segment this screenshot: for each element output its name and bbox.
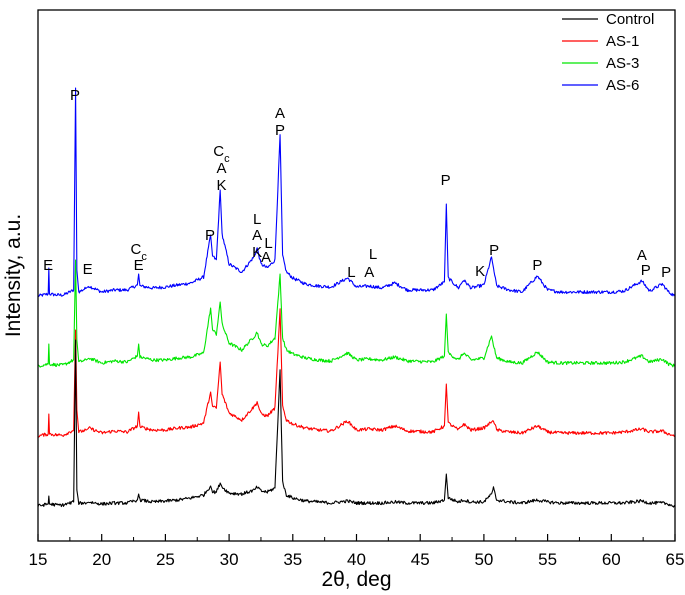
peak-label: E <box>43 257 53 274</box>
x-tick-label: 15 <box>29 550 48 569</box>
x-tick-label: 45 <box>411 550 430 569</box>
peak-label: P <box>275 122 285 139</box>
peak-label: E <box>134 257 144 274</box>
peak-label: K <box>475 263 485 280</box>
peak-label: K <box>252 244 262 261</box>
series-line-as-1 <box>37 308 676 438</box>
x-tick-label: 60 <box>602 550 621 569</box>
peak-label: P <box>441 172 451 189</box>
x-tick-label: 55 <box>538 550 557 569</box>
legend-label: AS-3 <box>606 55 639 72</box>
x-tick-label: 65 <box>666 550 685 569</box>
x-tick-label: 20 <box>92 550 111 569</box>
peak-label: A <box>364 264 374 281</box>
peak-label: A <box>261 249 271 266</box>
peak-label: P <box>641 262 651 279</box>
peak-label: L <box>347 264 355 281</box>
peak-label: A <box>252 227 262 244</box>
peak-label: A <box>216 160 226 177</box>
x-tick-label: 30 <box>220 550 239 569</box>
x-tick-label: 40 <box>347 550 366 569</box>
legend: Control AS-1 AS-3 AS-6 <box>562 11 654 94</box>
peak-label: L <box>253 211 261 228</box>
peak-label: E <box>83 261 93 278</box>
x-tick-label: 50 <box>474 550 493 569</box>
peak-label: L <box>369 246 377 263</box>
plot-frame <box>37 9 676 542</box>
series-line-as-3 <box>37 259 676 368</box>
x-axis-ticks: 15 20 25 30 35 40 45 50 55 60 65 <box>29 534 685 569</box>
series-line-control <box>37 339 676 508</box>
x-axis-title: 2θ, deg <box>321 568 391 591</box>
peak-label: P <box>661 264 671 281</box>
plot-area <box>37 87 676 508</box>
series-line-as-6 <box>37 87 676 298</box>
peak-label: P <box>70 87 80 104</box>
peak-label: A <box>275 105 285 122</box>
peak-label: P <box>489 242 499 259</box>
legend-label: Control <box>606 11 654 28</box>
peak-label: K <box>216 177 226 194</box>
y-axis-title: Intensity, a.u. <box>2 214 25 337</box>
legend-label: AS-6 <box>606 77 639 94</box>
x-tick-label: 35 <box>283 550 302 569</box>
legend-label: AS-1 <box>606 33 639 50</box>
peak-label: P <box>205 227 215 244</box>
peak-label: P <box>532 257 542 274</box>
x-tick-label: 25 <box>156 550 175 569</box>
peak-label: L <box>264 235 272 252</box>
peak-label: A <box>637 247 647 264</box>
